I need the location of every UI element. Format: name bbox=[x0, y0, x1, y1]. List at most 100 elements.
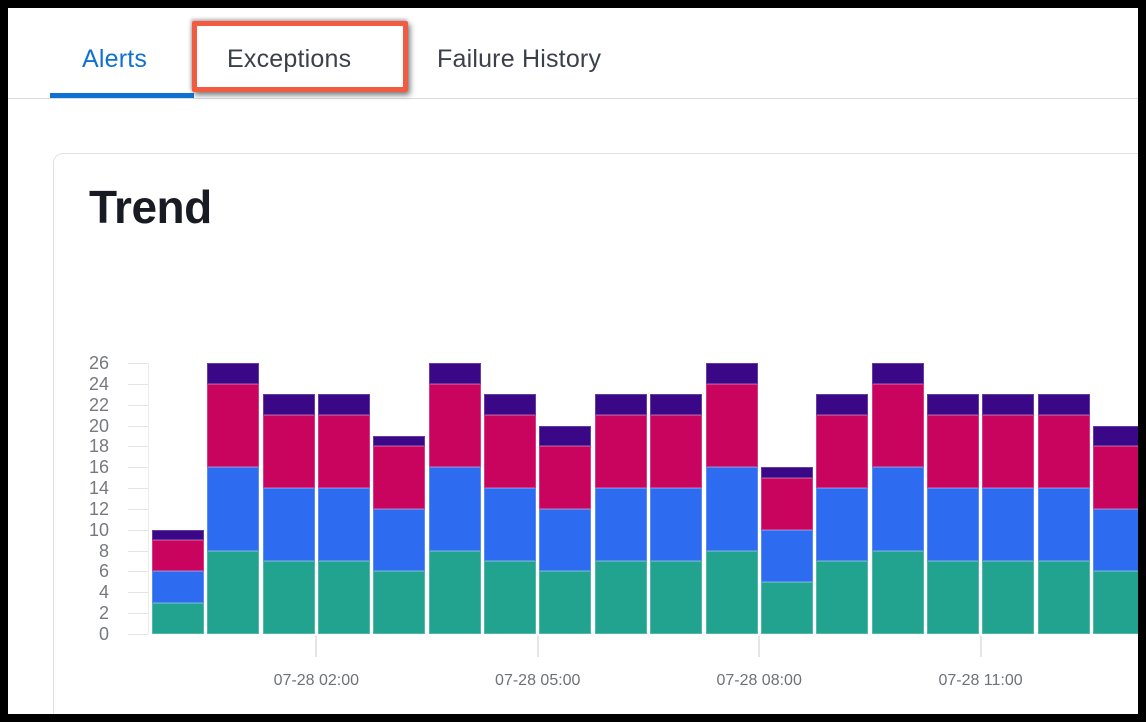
bar-segment-series-purple[interactable] bbox=[760, 467, 813, 478]
bar-segment-series-purple[interactable] bbox=[152, 529, 204, 541]
bar-segment-series-purple[interactable] bbox=[539, 425, 592, 447]
bar-segment-series-blue[interactable] bbox=[594, 488, 647, 562]
bar-segment-series-teal[interactable] bbox=[484, 561, 537, 634]
x-axis-tick bbox=[979, 636, 982, 657]
x-axis-tick bbox=[536, 636, 539, 657]
bar-segment-series-magenta[interactable] bbox=[926, 415, 979, 489]
tab-failure-history[interactable]: Failure History bbox=[437, 45, 602, 73]
bar-segment-series-blue[interactable] bbox=[428, 467, 481, 551]
bar-segment-series-purple[interactable] bbox=[484, 394, 537, 416]
tab-alerts[interactable]: Alerts bbox=[82, 45, 148, 73]
y-axis-tick bbox=[128, 467, 148, 469]
bar-segment-series-purple[interactable] bbox=[207, 363, 260, 384]
bar-segment-series-blue[interactable] bbox=[539, 508, 592, 572]
y-axis-tick bbox=[128, 592, 148, 594]
x-axis-label: 07-28 02:00 bbox=[273, 672, 360, 689]
y-axis-tick bbox=[128, 529, 148, 531]
y-axis-label: 26 bbox=[88, 353, 109, 373]
bar-segment-series-blue[interactable] bbox=[262, 488, 315, 562]
y-axis-tick bbox=[128, 488, 148, 490]
bar-segment-series-purple[interactable] bbox=[816, 394, 869, 416]
y-axis-tick bbox=[128, 383, 148, 385]
bar-segment-series-magenta[interactable] bbox=[207, 383, 260, 468]
bar-segment-series-teal[interactable] bbox=[318, 561, 371, 634]
x-axis-label: 07-28 08:00 bbox=[716, 672, 802, 689]
bar-segment-series-blue[interactable] bbox=[816, 488, 869, 562]
y-axis-label: 2 bbox=[98, 603, 109, 624]
bar-segment-series-purple[interactable] bbox=[926, 394, 979, 416]
bar-segment-series-blue[interactable] bbox=[484, 488, 537, 562]
bar-segment-series-purple[interactable] bbox=[982, 394, 1035, 416]
bar-segment-series-teal[interactable] bbox=[760, 581, 813, 634]
bar-segment-series-magenta[interactable] bbox=[484, 415, 537, 489]
bar-segment-series-magenta[interactable] bbox=[1092, 446, 1138, 509]
y-axis-tick bbox=[128, 425, 148, 427]
bar-segment-series-teal[interactable] bbox=[705, 550, 758, 634]
bar-segment-series-purple[interactable] bbox=[1092, 425, 1138, 447]
bar-segment-series-teal[interactable] bbox=[650, 561, 703, 634]
y-axis-label: 24 bbox=[88, 373, 109, 394]
y-axis-label: 20 bbox=[88, 415, 109, 436]
bar-segment-series-blue[interactable] bbox=[926, 488, 979, 562]
bar-segment-series-blue[interactable] bbox=[1037, 488, 1090, 562]
bar-segment-series-magenta[interactable] bbox=[650, 415, 703, 489]
bar-segment-series-blue[interactable] bbox=[982, 488, 1035, 562]
bar-segment-series-purple[interactable] bbox=[428, 363, 481, 384]
bar-segment-series-purple[interactable] bbox=[871, 363, 924, 384]
bar-segment-series-magenta[interactable] bbox=[318, 415, 371, 489]
trend-chart: 0 2 4 6 8 10 12 14 16 18 20 22 24 26 07-28 02:00 07-28 … bbox=[54, 154, 1138, 714]
bar-segment-series-purple[interactable] bbox=[705, 363, 758, 384]
y-axis-tick bbox=[128, 613, 148, 615]
bar-segment-series-blue[interactable] bbox=[318, 488, 371, 562]
bar-segment-series-teal[interactable] bbox=[539, 571, 592, 634]
bar-segment-series-magenta[interactable] bbox=[373, 446, 426, 509]
bar-segment-series-blue[interactable] bbox=[871, 467, 924, 551]
bar-segment-series-blue[interactable] bbox=[1092, 508, 1138, 572]
y-axis-label: 8 bbox=[98, 540, 109, 561]
bar-segment-series-purple[interactable] bbox=[262, 394, 315, 416]
bar-segment-series-purple[interactable] bbox=[1037, 394, 1090, 416]
bar-segment-series-teal[interactable] bbox=[262, 561, 315, 634]
y-axis-tick bbox=[128, 550, 148, 552]
y-axis-label: 18 bbox=[88, 436, 109, 457]
tab-exceptions[interactable]: Exceptions bbox=[227, 45, 352, 73]
bar-segment-series-magenta[interactable] bbox=[871, 383, 924, 468]
bar-segment-series-blue[interactable] bbox=[207, 467, 260, 551]
bar-segment-series-teal[interactable] bbox=[816, 561, 869, 634]
bar-segment-series-magenta[interactable] bbox=[428, 383, 481, 468]
bar-segment-series-teal[interactable] bbox=[1037, 561, 1090, 634]
bar-segment-series-magenta[interactable] bbox=[152, 540, 204, 572]
bar-segment-series-magenta[interactable] bbox=[539, 446, 592, 509]
bar-segment-series-teal[interactable] bbox=[594, 561, 647, 634]
bar-segment-series-teal[interactable] bbox=[926, 561, 979, 634]
bar-segment-series-magenta[interactable] bbox=[594, 415, 647, 489]
bar-segment-series-purple[interactable] bbox=[373, 435, 426, 447]
bar-segment-series-magenta[interactable] bbox=[262, 415, 315, 489]
bar-segment-series-blue[interactable] bbox=[760, 529, 813, 582]
bar-segment-series-magenta[interactable] bbox=[816, 415, 869, 489]
y-axis-label: 10 bbox=[88, 519, 109, 540]
bar-segment-series-teal[interactable] bbox=[373, 571, 426, 634]
bar-segment-series-magenta[interactable] bbox=[1037, 415, 1090, 489]
tab-bar-divider bbox=[8, 98, 1138, 99]
bar-segment-series-blue[interactable] bbox=[650, 488, 703, 562]
bar-segment-series-blue[interactable] bbox=[373, 508, 426, 572]
bar-segment-series-teal[interactable] bbox=[1092, 571, 1138, 634]
bar-segment-series-magenta[interactable] bbox=[760, 477, 813, 530]
y-axis-label: 4 bbox=[98, 582, 109, 603]
bar-segment-series-teal[interactable] bbox=[428, 550, 481, 634]
y-axis-label: 14 bbox=[88, 478, 109, 499]
x-axis-label: 07-28 05:00 bbox=[495, 672, 581, 689]
bar-segment-series-teal[interactable] bbox=[871, 550, 924, 634]
bar-segment-series-purple[interactable] bbox=[594, 394, 647, 416]
bar-segment-series-teal[interactable] bbox=[207, 550, 260, 634]
bar-segment-series-magenta[interactable] bbox=[705, 383, 758, 468]
bar-segment-series-blue[interactable] bbox=[705, 467, 758, 551]
bar-segment-series-teal[interactable] bbox=[152, 602, 204, 634]
bar-segment-series-purple[interactable] bbox=[318, 394, 371, 416]
bar-segment-series-magenta[interactable] bbox=[982, 415, 1035, 489]
bar-segment-series-teal[interactable] bbox=[982, 561, 1035, 634]
bar-segment-series-blue[interactable] bbox=[152, 571, 204, 603]
bar-segment-series-purple[interactable] bbox=[650, 394, 703, 416]
